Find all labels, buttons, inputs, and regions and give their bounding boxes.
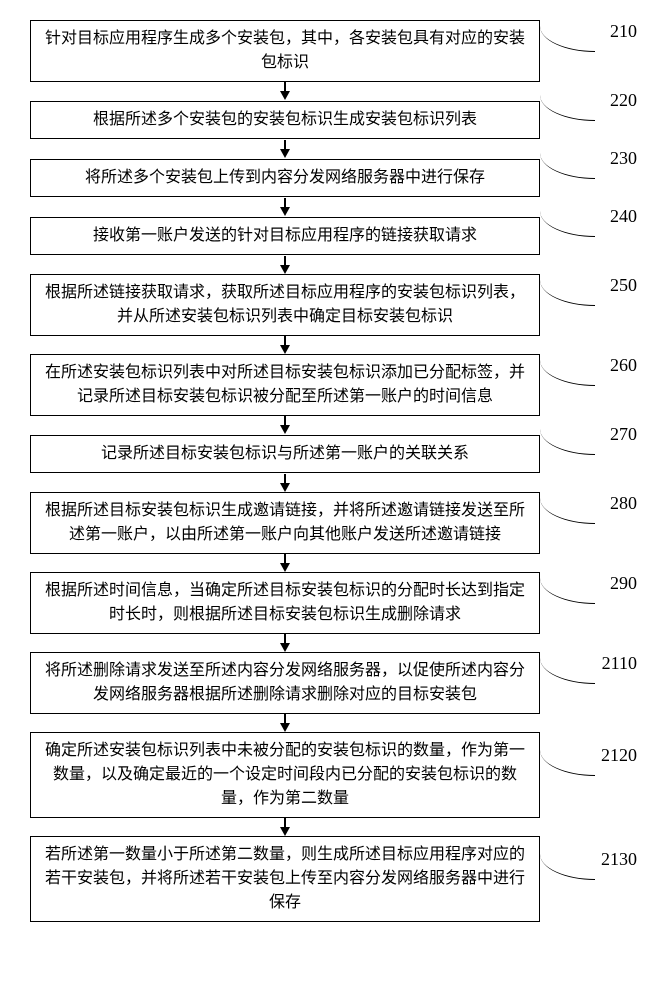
step-label-wrap: 2130 [540,859,637,899]
flow-step-row: 确定所述安装包标识列表中未被分配的安装包标识的数量，作为第一数量，以及确定最近的… [30,732,637,818]
step-label-wrap: 290 [540,583,637,623]
step-number-label: 280 [610,493,637,514]
label-connector-curve [540,210,595,237]
flow-step-row: 根据所述链接获取请求，获取所述目标应用程序的安装包标识列表，并从所述安装包标识列… [30,274,637,336]
step-label-wrap: 230 [540,158,637,198]
step-number-label: 2130 [601,849,637,870]
step-label-wrap: 240 [540,216,637,256]
flow-step-box: 根据所述多个安装包的安装包标识生成安装包标识列表 [30,101,540,139]
flow-step-box: 接收第一账户发送的针对目标应用程序的链接获取请求 [30,217,540,255]
flowchart-container: 针对目标应用程序生成多个安装包，其中，各安装包具有对应的安装包标识210根据所述… [30,20,637,922]
flow-arrow [30,198,540,216]
flow-step-row: 针对目标应用程序生成多个安装包，其中，各安装包具有对应的安装包标识210 [30,20,637,82]
step-number-label: 270 [610,424,637,445]
flow-arrow [30,336,540,354]
flow-arrow [30,82,540,100]
label-connector-curve [540,428,595,455]
label-connector-curve [540,497,595,524]
step-label-wrap: 260 [540,365,637,405]
arrow-head-icon [280,483,290,492]
step-number-label: 250 [610,275,637,296]
flow-arrow [30,714,540,732]
flow-step-row: 记录所述目标安装包标识与所述第一账户的关联关系270 [30,434,637,474]
flow-step-box: 记录所述目标安装包标识与所述第一账户的关联关系 [30,435,540,473]
flow-step-box: 针对目标应用程序生成多个安装包，其中，各安装包具有对应的安装包标识 [30,20,540,82]
step-label-wrap: 2120 [540,755,637,795]
arrow-head-icon [280,345,290,354]
step-number-label: 230 [610,148,637,169]
label-connector-curve [540,853,595,880]
label-connector-curve [540,577,595,604]
step-label-wrap: 270 [540,434,637,474]
flow-arrow [30,140,540,158]
step-label-wrap: 250 [540,285,637,325]
step-number-label: 260 [610,355,637,376]
label-connector-curve [540,25,595,52]
flow-step-box: 在所述安装包标识列表中对所述目标安装包标识添加已分配标签，并记录所述目标安装包标… [30,354,540,416]
flow-step-box: 将所述删除请求发送至所述内容分发网络服务器，以促使所述内容分发网络服务器根据所述… [30,652,540,714]
flow-step-box: 将所述多个安装包上传到内容分发网络服务器中进行保存 [30,159,540,197]
label-connector-curve [540,279,595,306]
flow-step-row: 将所述删除请求发送至所述内容分发网络服务器，以促使所述内容分发网络服务器根据所述… [30,652,637,714]
flow-step-box: 根据所述时间信息，当确定所述目标安装包标识的分配时长达到指定时长时，则根据所述目… [30,572,540,634]
flow-arrow [30,818,540,836]
flow-arrow [30,416,540,434]
flow-step-box: 根据所述链接获取请求，获取所述目标应用程序的安装包标识列表，并从所述安装包标识列… [30,274,540,336]
flow-arrow [30,474,540,492]
arrow-head-icon [280,563,290,572]
flow-arrow [30,634,540,652]
step-number-label: 220 [610,90,637,111]
arrow-head-icon [280,723,290,732]
arrow-head-icon [280,149,290,158]
flow-arrow [30,554,540,572]
step-label-wrap: 280 [540,503,637,543]
flow-step-row: 根据所述时间信息，当确定所述目标安装包标识的分配时长达到指定时长时，则根据所述目… [30,572,637,634]
arrow-head-icon [280,425,290,434]
step-number-label: 2110 [602,653,637,674]
arrow-head-icon [280,827,290,836]
flow-step-row: 将所述多个安装包上传到内容分发网络服务器中进行保存230 [30,158,637,198]
flow-step-row: 在所述安装包标识列表中对所述目标安装包标识添加已分配标签，并记录所述目标安装包标… [30,354,637,416]
arrow-head-icon [280,91,290,100]
arrow-head-icon [280,207,290,216]
step-label-wrap: 220 [540,100,637,140]
flow-step-row: 接收第一账户发送的针对目标应用程序的链接获取请求240 [30,216,637,256]
step-number-label: 2120 [601,745,637,766]
flow-step-box: 确定所述安装包标识列表中未被分配的安装包标识的数量，作为第一数量，以及确定最近的… [30,732,540,818]
flow-step-row: 根据所述目标安装包标识生成邀请链接，并将所述邀请链接发送至所述第一账户，以由所述… [30,492,637,554]
arrow-head-icon [280,265,290,274]
flow-step-row: 根据所述多个安装包的安装包标识生成安装包标识列表220 [30,100,637,140]
step-number-label: 210 [610,21,637,42]
flow-step-box: 若所述第一数量小于所述第二数量，则生成所述目标应用程序对应的若干安装包，并将所述… [30,836,540,922]
flow-step-box: 根据所述目标安装包标识生成邀请链接，并将所述邀请链接发送至所述第一账户，以由所述… [30,492,540,554]
step-number-label: 240 [610,206,637,227]
label-connector-curve [540,359,595,386]
step-label-wrap: 210 [540,31,637,71]
step-number-label: 290 [610,573,637,594]
label-connector-curve [540,749,595,776]
label-connector-curve [540,657,595,684]
label-connector-curve [540,94,595,121]
flow-arrow [30,256,540,274]
step-label-wrap: 2110 [540,663,637,703]
arrow-head-icon [280,643,290,652]
label-connector-curve [540,152,595,179]
flow-step-row: 若所述第一数量小于所述第二数量，则生成所述目标应用程序对应的若干安装包，并将所述… [30,836,637,922]
